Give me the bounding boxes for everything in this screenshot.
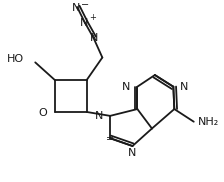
Text: +: + bbox=[89, 13, 96, 22]
Text: N: N bbox=[89, 33, 98, 43]
Text: =: = bbox=[106, 134, 114, 144]
Text: N: N bbox=[72, 3, 80, 13]
Text: HO: HO bbox=[6, 54, 24, 64]
Text: O: O bbox=[38, 108, 47, 118]
Text: N: N bbox=[80, 17, 88, 27]
Text: N: N bbox=[128, 148, 137, 158]
Text: −: − bbox=[81, 0, 89, 10]
Text: N: N bbox=[180, 82, 189, 92]
Text: N: N bbox=[95, 111, 103, 121]
Text: NH₂: NH₂ bbox=[198, 117, 219, 127]
Text: N: N bbox=[122, 82, 131, 92]
